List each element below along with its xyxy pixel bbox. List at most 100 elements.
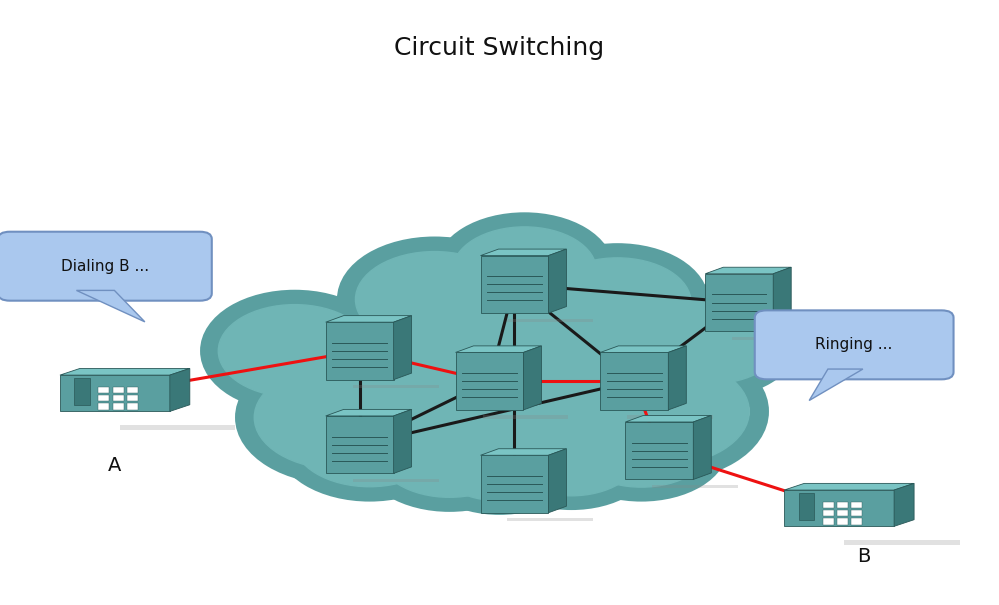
Circle shape [561, 397, 717, 492]
FancyBboxPatch shape [0, 232, 212, 301]
Polygon shape [127, 395, 138, 401]
Circle shape [294, 394, 446, 486]
Polygon shape [784, 483, 914, 490]
FancyBboxPatch shape [755, 310, 953, 379]
Polygon shape [394, 316, 412, 380]
Circle shape [503, 414, 639, 496]
Polygon shape [600, 346, 686, 352]
Polygon shape [844, 540, 959, 544]
Polygon shape [773, 267, 791, 332]
Circle shape [532, 254, 696, 353]
Polygon shape [98, 404, 110, 410]
Polygon shape [823, 510, 833, 516]
Polygon shape [625, 422, 693, 479]
Polygon shape [705, 267, 791, 273]
Circle shape [210, 299, 380, 402]
Circle shape [254, 365, 426, 469]
Polygon shape [837, 510, 848, 516]
Polygon shape [113, 395, 124, 401]
Polygon shape [76, 290, 145, 322]
Polygon shape [326, 316, 412, 322]
Circle shape [495, 408, 644, 499]
Circle shape [420, 321, 679, 478]
Polygon shape [705, 273, 773, 332]
Polygon shape [127, 404, 138, 410]
Circle shape [425, 281, 714, 457]
Polygon shape [481, 455, 548, 512]
Polygon shape [523, 346, 541, 410]
Polygon shape [600, 352, 668, 410]
Polygon shape [837, 502, 848, 508]
Polygon shape [483, 415, 568, 419]
Polygon shape [784, 490, 894, 526]
Circle shape [434, 421, 565, 501]
Polygon shape [627, 415, 713, 419]
Circle shape [569, 357, 749, 466]
Polygon shape [507, 318, 593, 322]
Polygon shape [798, 492, 814, 520]
Polygon shape [809, 369, 863, 401]
Polygon shape [481, 449, 566, 455]
Circle shape [353, 329, 586, 470]
Circle shape [378, 410, 521, 497]
Polygon shape [668, 346, 686, 410]
Polygon shape [851, 518, 862, 525]
Circle shape [425, 414, 574, 505]
Circle shape [543, 258, 691, 347]
Polygon shape [326, 416, 394, 473]
Circle shape [453, 227, 596, 314]
Polygon shape [60, 368, 190, 375]
Polygon shape [548, 249, 566, 313]
Polygon shape [481, 249, 566, 255]
Polygon shape [823, 502, 833, 508]
Circle shape [347, 249, 522, 356]
Circle shape [218, 305, 372, 397]
Polygon shape [170, 368, 190, 411]
Polygon shape [837, 518, 848, 525]
Text: Dialing B ...: Dialing B ... [61, 259, 149, 273]
Polygon shape [625, 416, 711, 422]
Circle shape [439, 284, 699, 442]
Polygon shape [456, 352, 523, 410]
Polygon shape [456, 346, 541, 352]
Circle shape [631, 295, 787, 389]
Text: Circuit Switching: Circuit Switching [395, 36, 604, 60]
Polygon shape [507, 518, 593, 522]
Polygon shape [113, 387, 124, 393]
Polygon shape [394, 410, 412, 473]
Circle shape [280, 315, 519, 460]
Polygon shape [326, 322, 394, 380]
Circle shape [500, 315, 739, 460]
Polygon shape [732, 336, 818, 340]
Polygon shape [120, 425, 236, 430]
Polygon shape [113, 404, 124, 410]
Circle shape [571, 402, 711, 487]
Circle shape [345, 275, 654, 463]
Circle shape [641, 299, 781, 384]
Polygon shape [693, 416, 711, 479]
Polygon shape [74, 378, 90, 405]
Polygon shape [894, 483, 914, 526]
Polygon shape [481, 255, 548, 313]
Polygon shape [60, 375, 170, 411]
Polygon shape [823, 518, 833, 525]
Polygon shape [353, 479, 439, 482]
Circle shape [356, 252, 513, 347]
Circle shape [370, 402, 529, 499]
Polygon shape [851, 510, 862, 516]
Circle shape [509, 321, 729, 454]
Polygon shape [98, 395, 110, 401]
Circle shape [294, 323, 505, 451]
Circle shape [445, 225, 604, 322]
Circle shape [360, 278, 639, 448]
Text: Ringing ...: Ringing ... [815, 338, 893, 352]
Circle shape [285, 390, 455, 493]
Polygon shape [98, 387, 110, 393]
Polygon shape [127, 387, 138, 393]
Circle shape [433, 325, 666, 467]
Polygon shape [652, 485, 738, 488]
Text: A: A [108, 456, 122, 476]
Polygon shape [353, 385, 439, 388]
Polygon shape [851, 502, 862, 508]
Polygon shape [326, 410, 412, 416]
